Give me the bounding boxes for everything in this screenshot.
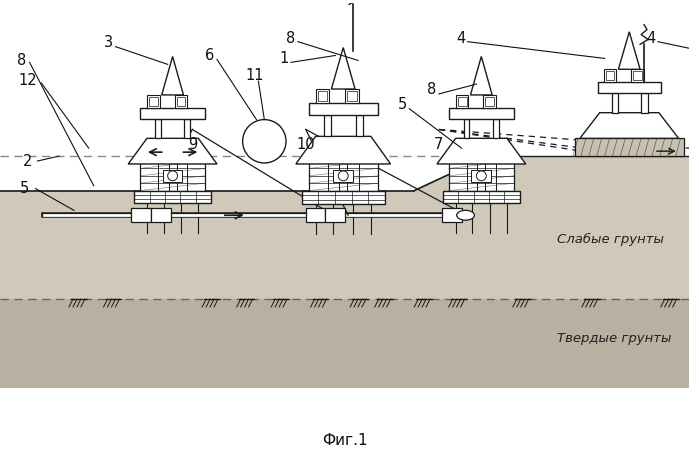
Bar — [345, 89, 359, 103]
Bar — [449, 108, 514, 118]
Bar — [163, 170, 182, 182]
Text: 4: 4 — [456, 31, 466, 46]
Bar — [347, 91, 357, 101]
Bar — [598, 82, 661, 93]
Bar — [612, 93, 619, 113]
Bar — [305, 208, 326, 222]
Text: 5: 5 — [398, 97, 407, 112]
Bar — [356, 115, 363, 136]
Bar — [605, 71, 614, 80]
Bar — [485, 97, 494, 106]
Bar — [604, 69, 617, 82]
Bar — [443, 190, 520, 204]
Bar — [140, 108, 205, 118]
Bar — [326, 208, 345, 222]
Bar — [155, 118, 161, 139]
Bar — [134, 190, 211, 204]
Ellipse shape — [456, 210, 475, 220]
Polygon shape — [470, 57, 492, 95]
Bar — [177, 97, 185, 106]
Text: Слабые грунты: Слабые грунты — [557, 234, 664, 247]
Text: 10: 10 — [296, 137, 315, 152]
Polygon shape — [161, 57, 183, 95]
Text: Фиг.1: Фиг.1 — [322, 432, 368, 447]
Bar — [631, 69, 644, 82]
Text: 7: 7 — [434, 137, 444, 152]
Bar — [456, 95, 468, 108]
Text: 11: 11 — [245, 68, 264, 83]
Text: 4: 4 — [647, 31, 656, 46]
Polygon shape — [437, 139, 526, 164]
Text: 6: 6 — [206, 48, 215, 63]
Bar — [185, 118, 190, 139]
Polygon shape — [0, 299, 689, 388]
Bar — [458, 97, 466, 106]
Polygon shape — [0, 156, 689, 299]
Bar — [575, 139, 684, 156]
Polygon shape — [580, 113, 679, 139]
Text: 8: 8 — [427, 82, 437, 97]
Polygon shape — [128, 139, 217, 164]
Bar — [309, 103, 377, 115]
Bar — [317, 91, 327, 101]
Bar — [151, 208, 171, 222]
Bar — [483, 95, 496, 108]
Text: 3: 3 — [104, 35, 113, 50]
Text: 12: 12 — [18, 73, 37, 88]
Text: Твердые грунты: Твердые грунты — [557, 332, 672, 345]
Bar — [316, 89, 329, 103]
Text: 9: 9 — [188, 137, 197, 152]
Text: 2: 2 — [23, 154, 32, 168]
Text: 8: 8 — [287, 31, 296, 46]
Bar — [463, 118, 470, 139]
Bar — [324, 115, 331, 136]
Bar — [131, 208, 151, 222]
Bar — [309, 161, 377, 190]
Text: 1: 1 — [280, 51, 289, 66]
Bar — [641, 93, 648, 113]
Bar — [333, 170, 353, 182]
Bar — [149, 97, 158, 106]
Polygon shape — [331, 48, 355, 89]
Bar — [493, 118, 499, 139]
Polygon shape — [619, 32, 640, 69]
Text: 5: 5 — [20, 181, 29, 196]
Bar — [442, 208, 461, 222]
Bar — [633, 71, 642, 80]
Bar — [140, 161, 205, 190]
Bar — [147, 95, 160, 108]
Circle shape — [168, 171, 178, 181]
Bar — [175, 95, 187, 108]
Text: 8: 8 — [17, 53, 27, 68]
Bar — [471, 170, 491, 182]
Circle shape — [338, 171, 348, 181]
Polygon shape — [296, 136, 391, 164]
Circle shape — [243, 120, 286, 163]
Bar — [302, 190, 384, 205]
Circle shape — [477, 171, 487, 181]
Bar — [449, 161, 514, 190]
